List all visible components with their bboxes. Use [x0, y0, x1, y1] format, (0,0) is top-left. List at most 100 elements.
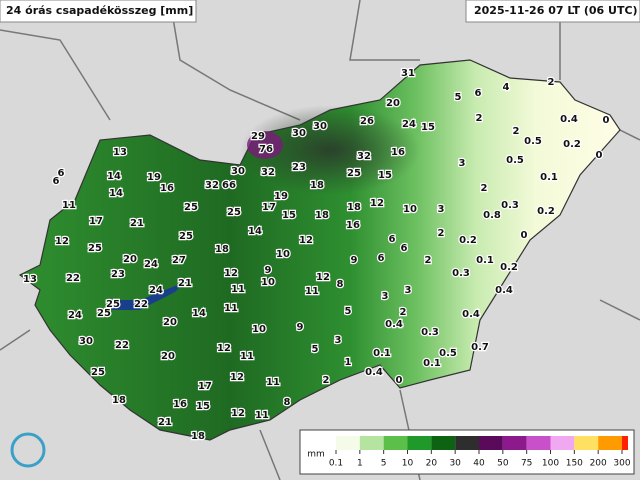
station-value: 25 [88, 243, 102, 254]
station-value: 2 [400, 307, 407, 318]
station-value: 3 [438, 204, 445, 215]
station-value: 19 [147, 172, 161, 183]
station-value: 11 [62, 200, 76, 211]
station-value: 24 [144, 259, 158, 270]
station-value: 30 [79, 336, 93, 347]
station-value: 0.4 [560, 114, 578, 125]
station-value: 0.3 [421, 327, 439, 338]
station-value: 12 [224, 268, 238, 279]
station-value: 0 [396, 375, 403, 386]
station-value: 2 [548, 77, 555, 88]
legend-color [455, 436, 479, 450]
station-value: 0.1 [476, 255, 494, 266]
station-value: 6 [401, 243, 408, 254]
station-value: 17 [89, 216, 103, 227]
station-value: 24 [68, 310, 82, 321]
station-value: 25 [97, 308, 111, 319]
station-value: 12 [55, 236, 69, 247]
station-value: 18 [191, 431, 205, 442]
legend-color [407, 436, 432, 450]
station-value: 27 [172, 255, 186, 266]
station-value: 18 [215, 244, 229, 255]
legend-unit: mm [307, 450, 325, 460]
legend-color [550, 436, 575, 450]
station-value: 12 [370, 198, 384, 209]
station-value: 2 [513, 126, 520, 137]
legend-tick-label: 30 [449, 459, 461, 469]
station-value: 11 [240, 351, 254, 362]
station-value: 16 [173, 399, 187, 410]
station-value: 0.1 [540, 172, 558, 183]
title-box [0, 0, 197, 23]
station-value: 13 [113, 147, 127, 158]
station-value: 66 [222, 180, 236, 191]
station-value: 18 [347, 202, 361, 213]
timestamp: 2025-11-26 07 LT (06 UTC) [474, 4, 638, 17]
station-value: 15 [282, 210, 296, 221]
heavy-rain-area [240, 105, 420, 195]
station-value: 3 [459, 158, 466, 169]
station-value: 9 [351, 255, 358, 266]
legend-tick-label: 5 [381, 459, 387, 469]
station-value: 30 [292, 128, 306, 139]
legend-tick-label: 20 [426, 459, 438, 469]
station-value: 0.5 [524, 136, 542, 147]
timestamp-box [465, 0, 640, 23]
station-value: 12 [316, 272, 330, 283]
legend-scale: 0.1 1 5 10 20 30 40 50 75 100 150 200 300 [329, 436, 631, 469]
station-value: 10 [252, 324, 266, 335]
station-value: 0.3 [452, 268, 470, 279]
station-value: 0.4 [385, 319, 403, 330]
station-value: 17 [198, 381, 212, 392]
station-value: 25 [91, 367, 105, 378]
station-value: 2 [476, 113, 483, 124]
legend-color [526, 436, 551, 450]
station-value: 25 [347, 168, 361, 179]
legend-tick-label: 300 [613, 459, 630, 469]
station-value: 12 [299, 235, 313, 246]
station-value: 14 [192, 308, 206, 319]
station-value: 0.5 [506, 155, 524, 166]
station-value: 6 [58, 168, 65, 179]
station-value: 21 [130, 218, 144, 229]
station-value: 25 [106, 299, 120, 310]
station-value: 13 [23, 274, 37, 285]
station-value: 0.1 [373, 348, 391, 359]
station-value: 23 [292, 162, 306, 173]
station-value: 14 [107, 171, 121, 182]
station-value: 0.2 [563, 139, 581, 150]
station-value: 12 [231, 408, 245, 419]
legend-color [502, 436, 527, 450]
title: 24 órás csapadékösszeg [mm] [6, 4, 193, 17]
station-value: 18 [310, 180, 324, 191]
peak-rain-area [247, 131, 283, 159]
station-value: 5 [455, 92, 462, 103]
station-value: 18 [315, 210, 329, 221]
station-value: 0 [521, 230, 528, 241]
station-value: 2 [481, 183, 488, 194]
station-value: 25 [227, 207, 241, 218]
station-value: 14 [248, 226, 262, 237]
legend-color [431, 436, 456, 450]
station-value: 12 [217, 343, 231, 354]
station-value: 0.5 [439, 348, 457, 359]
station-value: 6 [378, 253, 385, 264]
station-value: 11 [231, 284, 245, 295]
lake-balaton [110, 282, 185, 310]
legend-tick-label: 0.1 [329, 459, 343, 469]
station-value: 20 [161, 351, 175, 362]
station-value: 3 [405, 285, 412, 296]
legend-tick-label: 40 [473, 459, 485, 469]
station-value: 6 [475, 88, 482, 99]
station-value: 9 [297, 322, 304, 333]
station-value: 16 [160, 183, 174, 194]
station-value: 25 [179, 231, 193, 242]
station-value: 0.8 [483, 210, 501, 221]
legend-tick-label: 200 [590, 459, 607, 469]
station-value: 14 [109, 188, 123, 199]
station-value: 20 [163, 317, 177, 328]
station-value: 32 [205, 180, 219, 191]
station-value: 22 [66, 273, 80, 284]
station-value: 10 [261, 277, 275, 288]
